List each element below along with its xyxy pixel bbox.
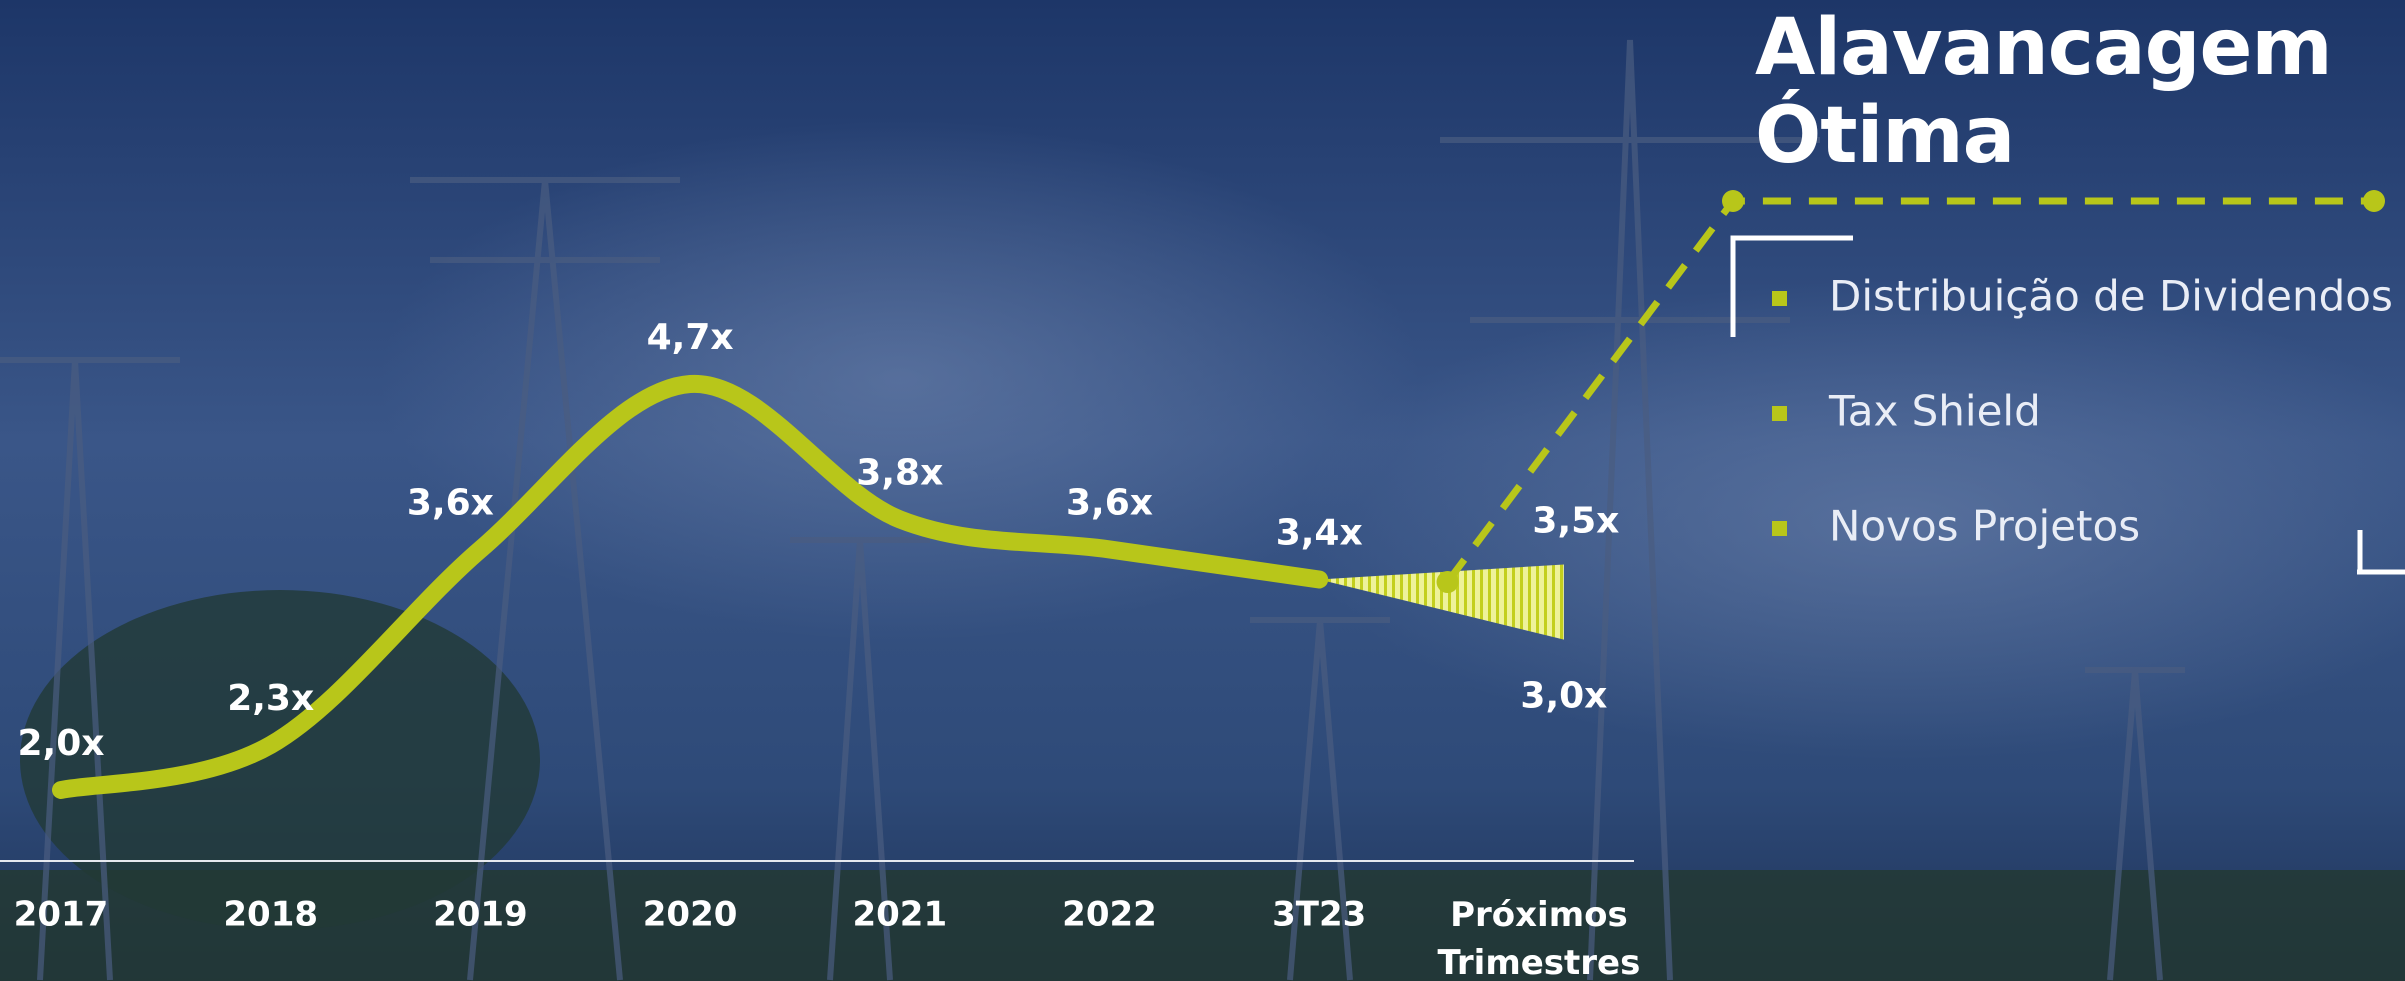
target-dot (1436, 571, 1459, 594)
line (52, 374, 1329, 799)
x-tick-label: 2019 (433, 895, 528, 935)
cloud (380, 120, 1420, 640)
annotation: Tax Shield (1828, 387, 2041, 436)
value-label: 3,8x (856, 452, 943, 493)
cloud (1300, 280, 2405, 760)
value-label: 3,6x (407, 482, 494, 523)
projection-label: 3,0x (1520, 676, 1607, 717)
x-tick-word: Trimestres (1437, 943, 1640, 981)
value-label: 2,0x (18, 723, 105, 764)
value-label: 3,6x (1066, 482, 1153, 523)
x-tick-label: 2017 (14, 895, 109, 935)
bullet (1772, 406, 1787, 421)
tree (20, 590, 540, 930)
bullet (1772, 521, 1787, 536)
title: Alavancagem Ótima (1755, 3, 2333, 181)
annotation: Distribuição de Dividendos (1829, 272, 2393, 321)
annotation: Novos Projetos (1829, 502, 2140, 551)
value-label: 3,4x (1276, 512, 1363, 553)
x-tick-label: 2020 (643, 895, 738, 935)
x-tick-label: 2022 (1062, 895, 1157, 935)
value-label: 2,3x (227, 678, 314, 719)
target-dot (1722, 190, 1744, 212)
target-dot (2363, 190, 2385, 212)
bracket (2357, 530, 2405, 575)
projection-label: 3,5x (1532, 500, 1619, 541)
bracket (1730, 235, 1853, 337)
value-label: 4,7x (647, 317, 734, 358)
x-tick-label: 2021 (852, 895, 947, 935)
x-tick-word: Próximos (1450, 895, 1628, 935)
x-tick-label: 3T23 (1272, 895, 1366, 935)
bullet (1772, 291, 1787, 306)
projection-fan (1319, 564, 1564, 640)
x-tick-label: Próximos Trimestres (1437, 895, 1640, 981)
x-tick-label: 2018 (223, 895, 318, 935)
